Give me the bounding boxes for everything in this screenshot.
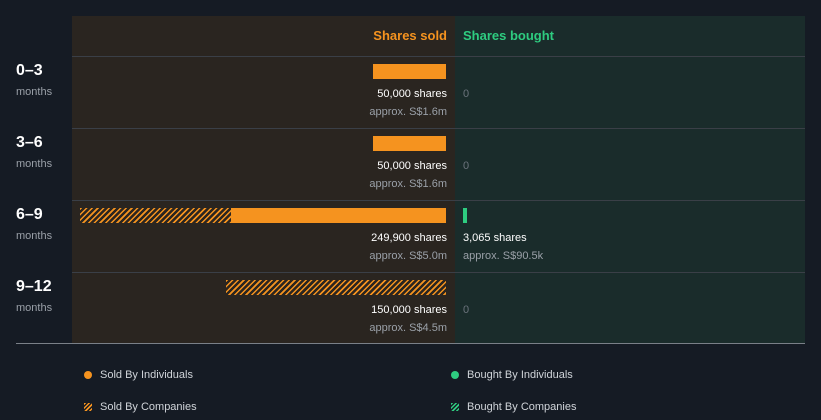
sold-shares-label: 50,000 shares [377,160,447,172]
row-divider [72,272,805,273]
row-divider [72,200,805,201]
bar-sold-individuals [372,136,446,151]
sold-value-label: approx. S$4.5m [369,322,447,334]
legend-sold-companies: Sold By Companies [100,401,197,413]
shares-bought-header: Shares bought [463,28,555,43]
shares-sold-header: Shares sold [373,28,447,43]
bar-sold-companies [226,280,446,295]
chart-baseline [16,343,805,344]
sold-value-label: approx. S$5.0m [369,250,447,262]
row-divider [72,128,805,129]
period-label: 3–6 [16,134,43,151]
legend-sold-companies-icon [84,403,92,411]
legend-bought-companies: Bought By Companies [467,401,577,413]
legend-sold-individuals: Sold By Individuals [100,369,193,381]
period-unit: months [16,86,53,98]
sold-value-label: approx. S$1.6m [369,106,447,118]
bar-sold-individuals [230,208,446,223]
bought-shares-label: 0 [463,160,470,172]
legend-bought-individuals: Bought By Individuals [467,369,573,381]
sold-shares-label: 249,900 shares [371,232,447,244]
period-label: 9–12 [16,278,52,295]
bar-bought-individuals [463,208,468,223]
period-unit: months [16,158,53,170]
sold-shares-label: 50,000 shares [377,88,447,100]
bought-shares-label: 3,065 shares [463,232,527,244]
sold-shares-label: 150,000 shares [371,304,447,316]
sold-value-label: approx. S$1.6m [369,178,447,190]
bought-value-label: approx. S$90.5k [463,250,544,262]
legend-bought-companies-icon [451,403,459,411]
legend-sold-individuals-icon [84,371,92,379]
period-label: 6–9 [16,206,43,223]
bought-shares-label: 0 [463,88,470,100]
legend-bought-individuals-icon [451,371,459,379]
bought-panel [455,16,805,343]
row-divider [72,56,805,57]
bar-sold-companies [80,208,231,223]
bought-shares-label: 0 [463,304,470,316]
bar-sold-individuals [372,64,446,79]
period-unit: months [16,302,53,314]
period-unit: months [16,230,53,242]
period-label: 0–3 [16,62,43,79]
